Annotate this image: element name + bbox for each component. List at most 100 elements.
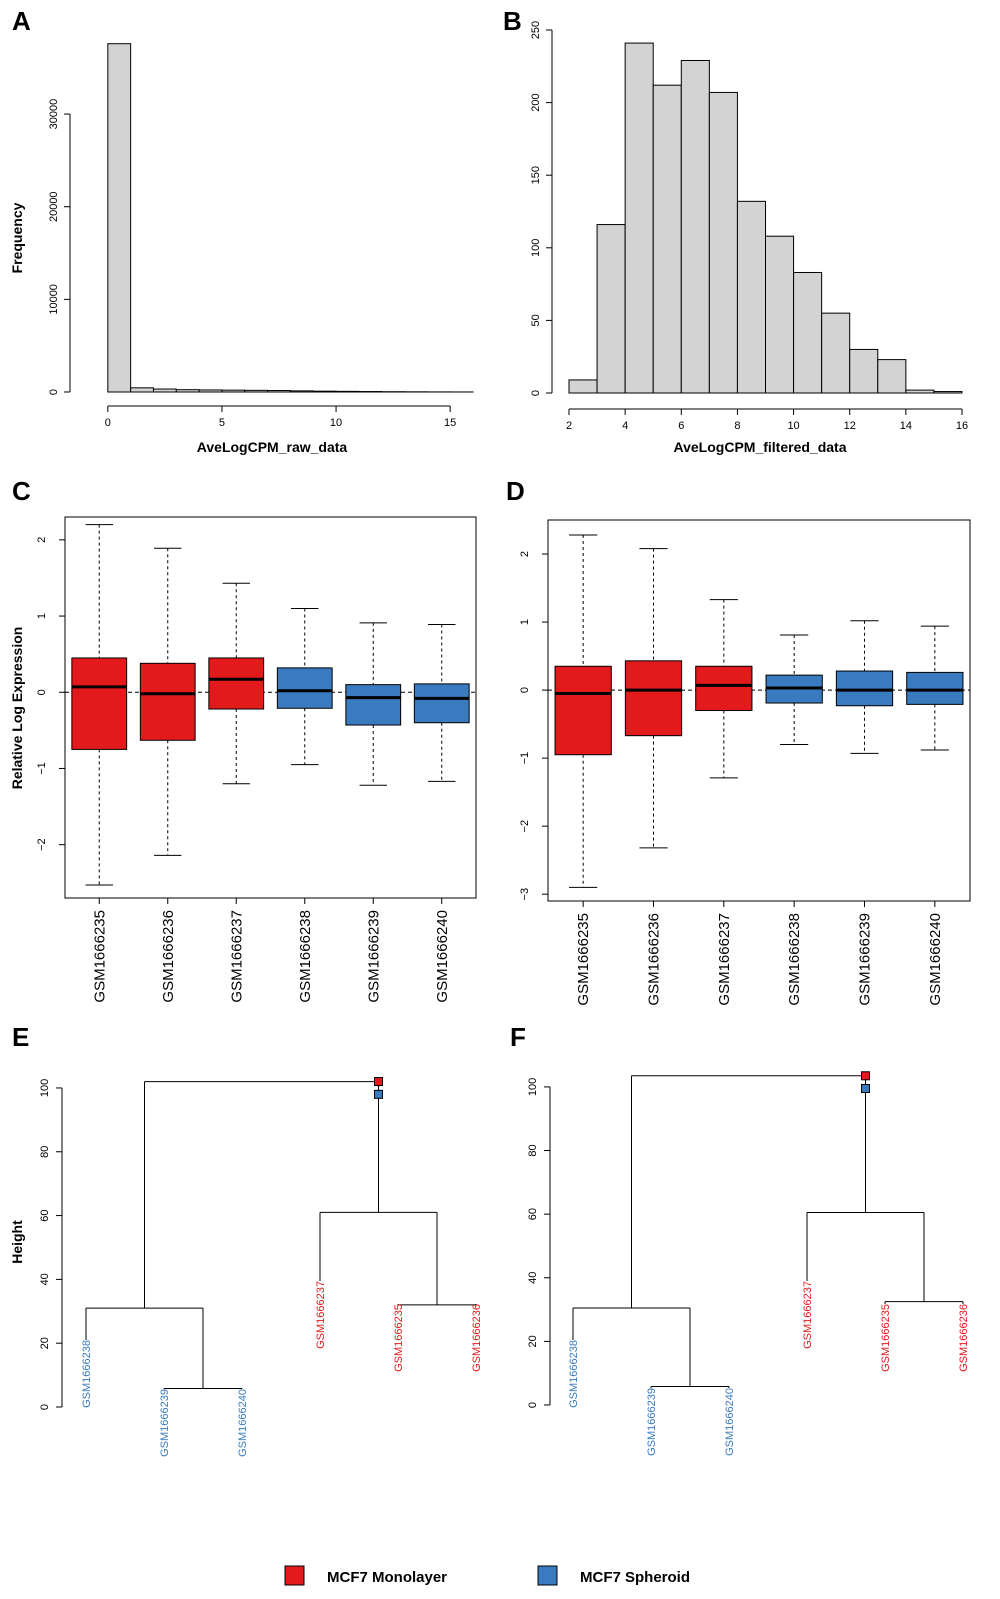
x-tick-label: 2 <box>566 420 572 432</box>
box-GSM1666236 <box>139 662 196 741</box>
panel-a: 0 10000 20000 30000 0 5 10 15 AveLogCPM_raw_data… <box>9 43 474 455</box>
y-tick-label: −2 <box>36 838 48 851</box>
y-tick-label: −1 <box>519 752 531 765</box>
y-tick-label: 20 <box>39 1337 51 1349</box>
box-GSM1666237 <box>695 665 753 712</box>
y-tick-label: 50 <box>530 314 542 326</box>
y-tick-label: 250 <box>530 21 542 39</box>
x-tick-label: 6 <box>678 420 684 432</box>
histogram-bar <box>765 235 795 394</box>
x-axis-title: AveLogCPM_raw_data <box>197 439 348 455</box>
y-tick-label: 2 <box>36 537 48 543</box>
panel-letter-a: A <box>12 6 31 36</box>
y-axis-title: Frequency <box>9 202 25 273</box>
histogram-bar <box>221 389 246 393</box>
y-tick-label: −2 <box>519 820 531 833</box>
x-tick-label: 5 <box>219 417 225 429</box>
y-tick-label: 60 <box>39 1209 51 1221</box>
leaf-label: GSM1666240 <box>237 1389 249 1457</box>
box-GSM1666236 <box>624 660 683 737</box>
category-label: GSM1666238 <box>786 913 803 1006</box>
x-tick-label: 0 <box>105 417 111 429</box>
y-tick-label: 0 <box>530 390 542 396</box>
plot-frame <box>64 516 477 899</box>
y-tick-label: 80 <box>39 1146 51 1158</box>
histogram-bar <box>312 390 337 393</box>
panel-e: GSM1666238 GSM1666239 GSM1666240 GSM1666237… <box>9 1077 483 1457</box>
y-tick-label: 0 <box>39 1404 51 1410</box>
y-tick-label: 0 <box>519 687 531 693</box>
leaf-label: GSM1666237 <box>802 1281 814 1349</box>
category-label: GSM1666240 <box>434 910 451 1003</box>
panel-letter-f: F <box>510 1022 526 1052</box>
leaf-label: GSM1666239 <box>646 1388 658 1456</box>
y-tick-label: −3 <box>519 888 531 901</box>
y-tick-label: −1 <box>36 762 48 775</box>
legend-swatch-spheroid <box>537 1565 558 1586</box>
y-tick-label: 0 <box>48 389 60 395</box>
histogram-bar <box>933 391 963 394</box>
y-tick-label: 2 <box>519 551 531 557</box>
y-tick-label: 40 <box>527 1272 539 1284</box>
y-tick-label: 1 <box>519 619 531 625</box>
x-tick-label: 15 <box>444 417 456 429</box>
x-tick-label: 12 <box>844 420 856 432</box>
leaf-label: GSM1666237 <box>315 1281 327 1349</box>
leaf-label: GSM1666238 <box>81 1340 93 1408</box>
category-label: GSM1666236 <box>160 910 177 1003</box>
y-tick-label: 10000 <box>48 284 60 315</box>
histogram-bar <box>175 389 200 393</box>
legend-swatch-monolayer <box>284 1565 305 1586</box>
legend-label-spheroid: MCF7 Spheroid <box>580 1569 690 1586</box>
x-tick-label: 8 <box>734 420 740 432</box>
x-tick-label: 4 <box>622 420 628 432</box>
histogram-bar <box>652 84 682 394</box>
leaf-label: GSM1666235 <box>880 1304 892 1372</box>
category-label: GSM1666235 <box>91 910 108 1003</box>
legend: MCF7 Monolayer MCF7 Spheroid <box>284 1565 690 1586</box>
histogram-bar <box>624 42 654 394</box>
monolayer-marker <box>374 1077 383 1087</box>
box-GSM1666235 <box>554 665 612 756</box>
monolayer-marker <box>861 1071 870 1081</box>
histogram-bar <box>849 348 879 394</box>
x-axis-title: AveLogCPM_filtered_data <box>674 439 847 455</box>
histogram-bar <box>821 312 851 394</box>
histogram-bar <box>335 390 360 393</box>
leaf-label: GSM1666236 <box>471 1304 483 1372</box>
box-GSM1666237 <box>208 657 265 710</box>
category-label: GSM1666238 <box>297 910 314 1003</box>
y-tick-label: 100 <box>39 1079 51 1097</box>
y-tick-label: 20 <box>527 1335 539 1347</box>
histogram-bar <box>198 389 223 393</box>
leaf-label: GSM1666235 <box>393 1304 405 1372</box>
leaf-label: GSM1666240 <box>724 1388 736 1456</box>
category-label: GSM1666236 <box>646 913 663 1006</box>
category-label: GSM1666239 <box>365 910 382 1003</box>
leaf-label: GSM1666238 <box>568 1340 580 1408</box>
histogram-bar <box>130 387 154 393</box>
box-GSM1666240 <box>906 671 964 705</box>
histogram-bar <box>680 59 710 394</box>
histogram-bar <box>596 224 626 394</box>
panel-c: GSM1666235 GSM1666236 GSM1666237 GSM1666238… <box>9 516 477 1003</box>
box-GSM1666239 <box>835 670 894 707</box>
panel-letter-c: C <box>12 476 31 506</box>
histogram-bar <box>568 379 598 394</box>
y-tick-label: 40 <box>39 1273 51 1285</box>
x-tick-label: 14 <box>900 420 912 432</box>
y-tick-label: 20000 <box>48 191 60 222</box>
histogram-bar <box>107 43 132 393</box>
category-label: GSM1666240 <box>927 913 944 1006</box>
leaf-label: GSM1666239 <box>159 1389 171 1457</box>
y-tick-label: 150 <box>530 166 542 184</box>
x-tick-label: 10 <box>330 417 342 429</box>
category-label: GSM1666237 <box>228 910 245 1003</box>
y-tick-label: 200 <box>530 93 542 111</box>
spheroid-marker <box>374 1089 383 1099</box>
y-tick-label: 100 <box>530 239 542 257</box>
histogram-bar <box>877 359 907 394</box>
leaf-label: GSM1666236 <box>958 1304 970 1372</box>
histogram-bar <box>152 388 177 393</box>
legend-label-monolayer: MCF7 Monolayer <box>327 1569 447 1586</box>
